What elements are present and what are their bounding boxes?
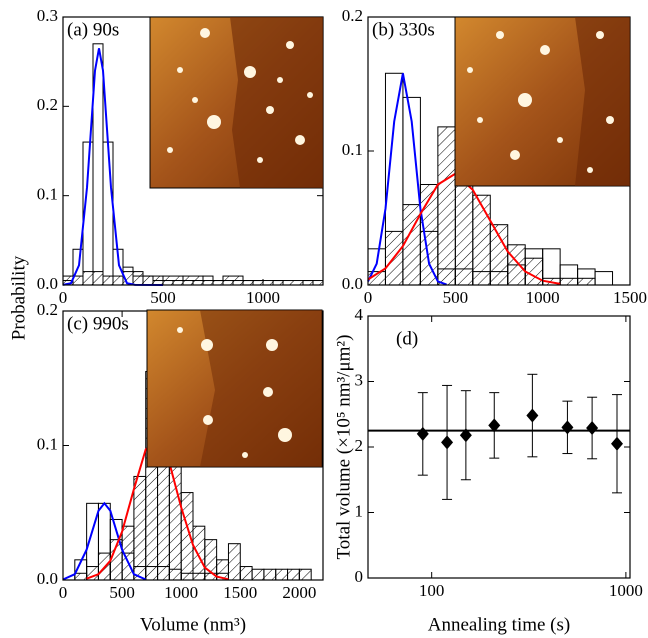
histogram-bar [102,141,114,286]
y-tick-label: 2 [355,436,364,455]
y-tick-label: 0.2 [37,300,58,319]
panel-label: (c) 990s [67,313,129,334]
histogram-bar [524,257,544,286]
inset-a [149,16,324,189]
histogram-bar [227,543,241,581]
y-tick-label: 0 [355,567,364,586]
point [488,418,501,433]
y-tick-label: 0.3 [37,6,58,25]
x-tick-label: 2000 [282,583,316,602]
histogram-bar [402,204,421,286]
y-tick-label: 0.0 [37,274,58,293]
fit-curve [62,48,164,286]
point [610,436,623,451]
inset-b [454,16,631,187]
x-tick-label: 1500 [223,583,257,602]
histogram-bar [133,475,147,581]
y-tick-label: 0.0 [342,274,363,293]
histogram-bar [157,458,170,581]
afm-insets [146,16,631,468]
histogram-bar [282,280,304,286]
histogram-bar [577,277,596,286]
fit-curve [62,501,147,581]
y-tick-label: 4 [355,305,364,324]
x-axis-label: Volume (nm³) [140,614,246,635]
histogram-bar [298,568,312,581]
histogram-bar [275,568,289,581]
histogram-bar [287,568,300,581]
histogram-bar [559,277,579,286]
x-tick-label: 1000 [246,288,280,307]
x-tick-label: 1500 [613,288,647,307]
inset-c [146,309,323,468]
point [416,426,429,441]
x-tick-label: 1000 [164,583,198,602]
axes-frame [367,315,631,579]
histogram-bar [204,539,218,581]
point [459,428,472,443]
y-tick-label: 0.0 [37,569,58,588]
y-tick-label: 0.1 [37,185,58,204]
panel-label: (b) 330s [372,19,435,40]
x-tick-label: 1000 [609,581,643,600]
histogram-bar [594,271,614,286]
point [441,435,454,450]
x-tick-label: 100 [419,581,445,600]
histogram-bar [74,572,88,581]
point [526,408,539,423]
histogram-bar [239,566,253,581]
y-axis-label: Total volume (×10⁵ nm³/μm²) [333,335,354,560]
histogram-bar [251,568,265,581]
panel-label: (a) 90s [67,19,119,40]
x-tick-label: 0 [59,583,68,602]
point [561,420,574,435]
y-tick-label: 1 [355,501,364,520]
histogram-bar [192,525,206,581]
panel-label: (d) [396,328,418,349]
x-axis-label: Annealing time (s) [428,614,570,635]
x-tick-label: 1000 [526,288,560,307]
x-tick-label: 500 [150,288,176,307]
histogram-bar [437,126,456,286]
fit-curve [367,73,447,286]
plot-area [62,16,631,581]
point [586,421,599,436]
y-axis-label: Probability [8,255,29,340]
y-tick-label: 0.2 [342,6,363,25]
x-tick-label: 0 [364,288,373,307]
histogram-bar [263,568,277,581]
y-tick-label: 0.1 [37,434,58,453]
y-tick-label: 3 [355,370,364,389]
x-tick-label: 0 [59,288,68,307]
y-tick-label: 0.2 [37,95,58,114]
histogram-bar [489,224,509,286]
x-tick-label: 500 [109,583,135,602]
y-tick-label: 0.1 [342,140,363,159]
x-tick-label: 500 [443,288,469,307]
